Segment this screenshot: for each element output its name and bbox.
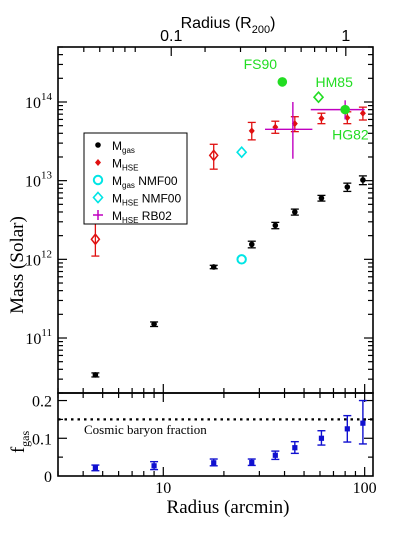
- data-point: [151, 321, 157, 327]
- data-point: [272, 452, 278, 458]
- series-m-gas-nmf00: [236, 254, 247, 265]
- literature-label: FS90: [244, 56, 278, 72]
- gas-fraction-panel: 10 100 0 0.1 0.2 Cosmic baryon fraction: [32, 392, 377, 497]
- data-point: [248, 241, 255, 248]
- radius-arcmin-axis-label: Radius (arcmin): [167, 497, 290, 518]
- data-point: [318, 114, 325, 122]
- y-tick-label: 1013: [25, 170, 53, 191]
- legend-entry: MHSE NMF00: [92, 191, 181, 208]
- data-point: [292, 445, 298, 451]
- series-m-gas: [91, 175, 367, 378]
- legend-entry: Mgas NMF00: [92, 174, 178, 190]
- legend-entry: Mgas: [95, 139, 135, 155]
- data-point: [92, 465, 98, 471]
- legend-marker: [92, 191, 104, 204]
- legend-label: Mgas: [112, 139, 135, 155]
- x-tick-label: 10: [155, 480, 171, 497]
- data-point: [360, 420, 366, 426]
- y-tick-label: 0.1: [32, 431, 52, 448]
- literature-point: [277, 77, 288, 87]
- legend-label: Mgas NMF00: [112, 174, 178, 190]
- y-tick-label: 0.2: [32, 394, 52, 411]
- legend-marker: [92, 174, 104, 186]
- data-point: [210, 264, 217, 270]
- data-point: [236, 146, 248, 159]
- data-point: [90, 233, 101, 246]
- mass-panel: 0.1 1 1011 1012 1013 1014 FS90 HM85 HG82 Mgas MHSE…: [25, 28, 374, 394]
- data-point: [292, 209, 298, 215]
- legend-marker: [95, 159, 101, 166]
- data-point: [92, 372, 99, 378]
- series-literature: FS90 HM85 HG82: [244, 56, 369, 143]
- x-tick-label: 100: [353, 480, 377, 497]
- mass-axis-label: Mass (Solar): [7, 216, 28, 314]
- legend-entry: MHSE RB02: [93, 209, 172, 225]
- y-tick-label: 1011: [25, 327, 52, 348]
- legend-label: MHSE RB02: [112, 209, 172, 225]
- legend-label: MHSE: [112, 157, 138, 173]
- r200-tick-label: 0.1: [160, 28, 182, 45]
- literature-label: HG82: [332, 127, 369, 143]
- literature-label: HM85: [316, 74, 354, 90]
- data-point: [318, 435, 325, 441]
- data-point: [318, 195, 325, 201]
- data-point: [248, 127, 255, 135]
- y-tick-label: 0: [44, 469, 52, 486]
- data-point: [344, 426, 350, 432]
- data-point: [359, 109, 366, 117]
- data-point: [249, 459, 255, 466]
- literature-point: [340, 104, 350, 115]
- gas-fraction-axis-label: fgas: [8, 431, 32, 454]
- data-point: [272, 222, 279, 229]
- y-tick-label: 1014: [25, 91, 53, 112]
- series-f-gas: [91, 399, 367, 472]
- data-point: [211, 460, 217, 466]
- fraction-plot-frame: [57, 392, 374, 477]
- legend-entry: MHSE: [95, 157, 138, 173]
- series-m-hse-nmf00: [236, 146, 248, 159]
- data-point: [344, 184, 351, 190]
- cosmic-baryon-fraction-label: Cosmic baryon fraction: [84, 422, 207, 437]
- radius-r200-axis-label: Radius (R200): [181, 15, 276, 36]
- data-point: [236, 254, 247, 265]
- y-tick-label: 1012: [25, 248, 52, 269]
- literature-point: [312, 91, 325, 104]
- legend-label: MHSE NMF00: [112, 192, 181, 208]
- axis-titles: Mass (Solar) Radius (arcmin) fgas Radius…: [7, 15, 289, 518]
- data-point: [208, 149, 219, 162]
- data-point: [151, 463, 157, 469]
- legend-marker: [95, 142, 101, 148]
- r200-tick-label: 1: [341, 28, 350, 45]
- data-point: [360, 177, 366, 183]
